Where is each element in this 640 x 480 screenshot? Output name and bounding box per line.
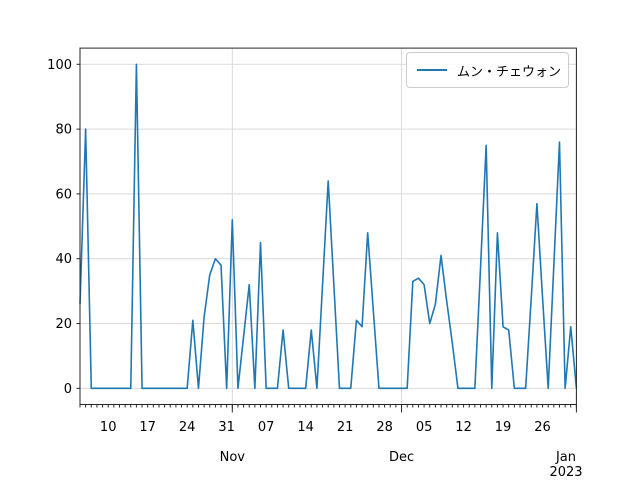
x-month-label: Jan bbox=[555, 450, 576, 465]
x-tick-label: 21 bbox=[337, 420, 354, 435]
x-year-label: 2023 bbox=[549, 465, 582, 480]
legend-label: ムン・チェウォン bbox=[457, 64, 562, 80]
x-tick-label: 19 bbox=[495, 420, 512, 435]
x-tick-label: 17 bbox=[139, 420, 156, 435]
x-month-label: Nov bbox=[220, 450, 246, 465]
x-tick-label: 05 bbox=[416, 420, 433, 435]
x-tick-label: 31 bbox=[218, 420, 235, 435]
axes-frame bbox=[79, 47, 577, 405]
x-tick-label: 24 bbox=[179, 420, 196, 435]
data-line bbox=[79, 63, 578, 390]
y-tick-label: 0 bbox=[64, 382, 72, 397]
y-tick-labels: 0 20 40 60 80 100 bbox=[47, 58, 72, 397]
y-tick-label: 40 bbox=[55, 252, 72, 267]
legend: ムン・チェウォン bbox=[406, 52, 569, 88]
x-tick-label: 12 bbox=[455, 420, 472, 435]
axis-ticks bbox=[76, 63, 577, 413]
legend-line-sample bbox=[417, 69, 447, 71]
y-tick-label: 60 bbox=[55, 187, 72, 202]
y-tick-label: 20 bbox=[55, 317, 72, 332]
y-tick-label: 80 bbox=[55, 123, 72, 138]
x-tick-label: 14 bbox=[297, 420, 314, 435]
x-tick-label: 10 bbox=[100, 420, 117, 435]
x-month-label: Dec bbox=[389, 450, 414, 465]
gridlines bbox=[80, 48, 577, 405]
x-tick-label: 07 bbox=[258, 420, 275, 435]
x-tick-label: 28 bbox=[376, 420, 393, 435]
y-tick-label: 100 bbox=[47, 58, 72, 73]
x-tick-label: 26 bbox=[534, 420, 551, 435]
